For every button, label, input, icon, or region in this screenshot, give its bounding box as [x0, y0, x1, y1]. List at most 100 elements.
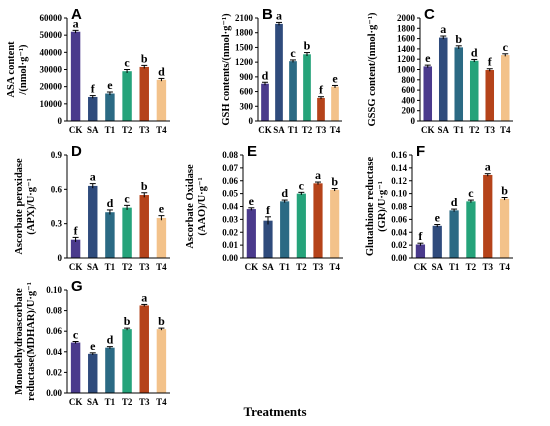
- y-tick-label: 800: [402, 75, 416, 85]
- y-tick-label: 0.10: [391, 189, 407, 199]
- y-axis-label: ASA content: [6, 41, 17, 98]
- y-tick-label: 0.06: [391, 214, 407, 224]
- bar-t3: [139, 305, 149, 393]
- category-label: CK: [421, 125, 435, 135]
- significance-letter: a: [485, 160, 491, 174]
- y-tick-label: 0.02: [391, 240, 407, 250]
- y-tick-label: 1200: [397, 54, 416, 64]
- bar-t4: [156, 79, 167, 121]
- bar-sa: [88, 96, 98, 121]
- y-axis-label: (GR)/U·g⁻¹: [377, 181, 388, 232]
- y-tick-label: 2100: [235, 13, 254, 23]
- bar-t4: [156, 329, 167, 393]
- category-label: SA: [431, 262, 443, 272]
- category-label: T3: [482, 262, 493, 272]
- bar-t4: [500, 55, 510, 121]
- significance-letter: c: [468, 186, 474, 200]
- category-label: T2: [122, 262, 133, 272]
- significance-letter: a: [141, 290, 147, 304]
- category-label: SA: [273, 125, 285, 135]
- y-tick-label: 0.9: [51, 150, 63, 160]
- bar-t1: [449, 210, 459, 258]
- y-tick-label: 0.01: [222, 240, 238, 250]
- bar-t4: [331, 86, 339, 121]
- significance-letter: b: [158, 314, 165, 328]
- significance-letter: a: [90, 170, 96, 184]
- bar-t2: [469, 60, 479, 121]
- y-tick-label: 0: [249, 116, 254, 126]
- category-label: CK: [414, 262, 428, 272]
- panel-a: Aa CK f SA e T1 c T2 b T3 d T4 0 10000 20000 30000 40000…: [6, 6, 170, 135]
- y-axis-label: (APX)/U·g⁻¹: [26, 178, 37, 235]
- y-axis-label: Monodehydroascorbate: [14, 288, 25, 395]
- y-tick-label: 0.02: [46, 367, 62, 377]
- category-label: CK: [69, 262, 83, 272]
- category-label: T1: [279, 262, 290, 272]
- significance-letter: f: [418, 229, 423, 243]
- category-label: T3: [139, 125, 150, 135]
- y-tick-label: 10000: [40, 99, 63, 109]
- category-label: T2: [122, 125, 133, 135]
- bar-sa: [432, 225, 442, 258]
- bar-t1: [280, 201, 290, 258]
- category-label: T4: [500, 125, 511, 135]
- significance-letter: c: [299, 178, 305, 192]
- significance-letter: e: [332, 71, 338, 85]
- significance-letter: b: [501, 183, 508, 197]
- significance-letter: d: [262, 68, 269, 82]
- significance-letter: b: [455, 32, 462, 46]
- bar-t1: [454, 47, 464, 122]
- y-axis-label: /(nmol·g⁻¹): [18, 44, 29, 96]
- y-tick-label: 60000: [40, 13, 63, 23]
- bar-t3: [483, 174, 493, 258]
- y-tick-label: 1400: [397, 44, 416, 54]
- category-label: T2: [302, 125, 313, 135]
- significance-letter: d: [107, 196, 114, 210]
- category-label: T4: [499, 262, 510, 272]
- bar-sa: [263, 220, 273, 258]
- category-label: T1: [105, 125, 116, 135]
- y-axis-label: (AAO)/U·g⁻¹: [197, 177, 208, 235]
- category-label: T2: [296, 262, 307, 272]
- bar-ck: [70, 239, 81, 258]
- bar-t4: [156, 217, 167, 258]
- category-label: CK: [245, 262, 259, 272]
- category-label: SA: [262, 262, 274, 272]
- category-label: T2: [122, 397, 133, 407]
- category-label: T3: [316, 125, 327, 135]
- bar-t4: [330, 189, 340, 258]
- significance-letter: d: [107, 333, 114, 347]
- category-label: T4: [329, 262, 340, 272]
- y-tick-label: 600: [240, 87, 254, 97]
- panel-e: Ee CK f SA d T1 c T2 a T3 b T4 0.00 0.01 0.02 0.03 0.04 0…: [185, 143, 343, 272]
- category-label: T1: [453, 125, 464, 135]
- y-tick-label: 0.04: [222, 202, 238, 212]
- y-tick-label: 50000: [40, 30, 63, 40]
- y-tick-label: 0.06: [46, 326, 62, 336]
- y-tick-label: 0.04: [46, 347, 62, 357]
- panel-letter: D: [71, 143, 82, 160]
- category-label: T2: [469, 125, 480, 135]
- significance-letter: b: [141, 179, 148, 193]
- significance-letter: f: [319, 83, 324, 97]
- y-tick-label: 2000: [397, 13, 416, 23]
- category-label: T1: [449, 262, 460, 272]
- y-tick-label: 0.14: [391, 163, 407, 173]
- significance-letter: a: [315, 168, 321, 182]
- bar-ck: [70, 31, 81, 121]
- significance-letter: e: [90, 339, 96, 353]
- category-label: T1: [105, 262, 116, 272]
- significance-letter: d: [281, 186, 288, 200]
- category-label: T4: [156, 125, 167, 135]
- significance-letter: f: [91, 82, 96, 96]
- y-axis-label: Glutathione reductase: [365, 157, 376, 257]
- y-tick-label: 0.00: [391, 253, 407, 263]
- y-tick-label: 1200: [235, 57, 254, 67]
- bar-ck: [415, 244, 426, 258]
- y-tick-label: 0.04: [391, 227, 407, 237]
- bar-t2: [303, 54, 311, 121]
- bar-ck: [423, 66, 433, 121]
- y-tick-label: 0.08: [391, 202, 407, 212]
- category-label: SA: [87, 125, 99, 135]
